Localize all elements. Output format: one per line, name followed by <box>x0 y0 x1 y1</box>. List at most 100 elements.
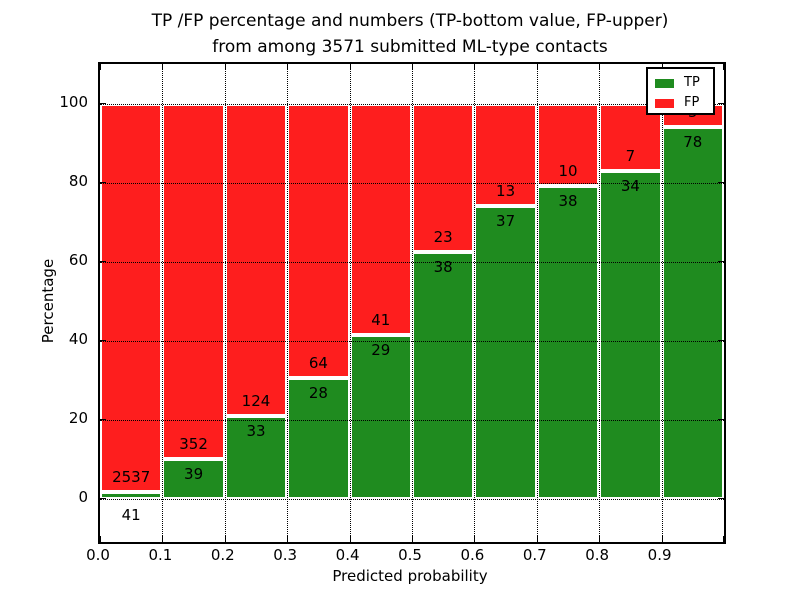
legend-swatch-tp <box>655 78 674 88</box>
tp-count-label: 29 <box>371 340 391 359</box>
fp-count-label: 7 <box>625 146 636 165</box>
x-tick-mark-bottom <box>723 536 724 542</box>
chart-title-line1: TP /FP percentage and numbers (TP-bottom… <box>151 11 669 31</box>
legend-item-fp: FP <box>655 95 700 110</box>
x-gridline <box>412 64 413 542</box>
y-tick-mark-left <box>100 261 106 263</box>
chart-title-line2: from among 3571 submitted ML-type contac… <box>212 37 608 57</box>
y-tick-mark-right <box>718 419 724 421</box>
x-tick-label: 0.4 <box>335 546 360 564</box>
x-tick-mark-top <box>723 64 724 70</box>
x-tick-mark-top <box>412 64 413 70</box>
plot-area: 2537413523912433642841292338133710387345… <box>98 62 726 544</box>
x-tick-label: 0.7 <box>522 546 547 564</box>
x-tick-mark-bottom <box>287 536 289 542</box>
x-tick-mark-bottom <box>661 536 663 542</box>
x-tick-mark-bottom <box>162 536 164 542</box>
bar-tp-segment <box>100 492 163 499</box>
tp-count-label: 38 <box>558 191 578 210</box>
tp-count-label: 41 <box>121 505 141 524</box>
tp-count-label: 39 <box>184 465 204 484</box>
y-tick-mark-right <box>718 103 724 104</box>
x-tick-mark-bottom <box>100 536 101 542</box>
fp-count-label: 64 <box>308 354 328 373</box>
x-axis-label: Predicted probability <box>332 567 488 585</box>
x-tick-label: 0.6 <box>460 546 485 564</box>
y-tick-label: 100 <box>59 92 88 111</box>
y-tick-mark-right <box>718 261 724 263</box>
fp-count-label: 13 <box>496 182 516 201</box>
x-tick-label: 0.9 <box>647 546 672 564</box>
x-gridline <box>661 64 663 542</box>
legend-swatch-fp <box>655 98 674 108</box>
legend: TP FP <box>646 67 715 115</box>
x-tick-mark-bottom <box>349 536 351 542</box>
x-tick-mark-bottom <box>412 536 413 542</box>
fp-count-label: 10 <box>558 161 578 180</box>
tp-count-label: 38 <box>433 258 453 277</box>
bar-fp-segment <box>474 103 537 207</box>
bar-fp-segment <box>287 103 350 379</box>
x-gridline <box>162 64 164 542</box>
x-tick-label: 0.2 <box>210 546 235 564</box>
y-axis-label: Percentage <box>39 258 57 344</box>
bar-tp-segment <box>162 459 225 499</box>
bar-fp-segment <box>412 103 475 253</box>
x-tick-mark-top <box>599 64 601 70</box>
x-tick-mark-bottom <box>474 536 476 542</box>
x-tick-label: 0.1 <box>148 546 173 564</box>
x-tick-mark-bottom <box>599 536 601 542</box>
bar-fp-segment <box>162 103 225 460</box>
fp-count-label: 41 <box>371 310 391 329</box>
tp-count-label: 28 <box>308 384 328 403</box>
tp-count-label: 37 <box>496 212 516 231</box>
y-tick-mark-right <box>718 182 724 183</box>
x-tick-mark-bottom <box>536 536 538 542</box>
fp-count-label: 352 <box>179 435 208 454</box>
x-tick-mark-bottom <box>224 536 226 542</box>
x-tick-mark-top <box>287 64 289 70</box>
bar-tp-segment <box>287 378 350 499</box>
bar-tp-segment <box>599 170 662 499</box>
y-tick-label: 80 <box>68 171 88 190</box>
x-tick-mark-top <box>349 64 351 70</box>
x-gridline <box>599 64 601 542</box>
y-tick-mark-left <box>100 103 106 104</box>
bar-fp-segment <box>100 103 163 493</box>
x-gridline <box>287 64 289 542</box>
bar-tp-segment <box>349 334 412 499</box>
x-gridline <box>474 64 476 542</box>
x-gridline <box>224 64 226 542</box>
y-tick-label: 40 <box>68 329 88 348</box>
bar-fp-segment <box>224 103 288 416</box>
bar-tp-segment <box>474 206 537 499</box>
bar-tp-segment <box>536 185 600 499</box>
bar-tp-segment <box>224 415 288 499</box>
y-tick-mark-left <box>100 419 106 421</box>
bar-tp-segment <box>661 127 724 499</box>
bar-fp-segment <box>349 103 412 335</box>
legend-label-fp: FP <box>684 95 700 110</box>
x-tick-label: 0.0 <box>86 546 110 564</box>
x-tick-mark-top <box>162 64 164 70</box>
fp-count-label: 2537 <box>112 468 151 487</box>
x-tick-label: 0.5 <box>398 546 422 564</box>
bar-tp-segment <box>412 252 475 499</box>
x-tick-label: 0.8 <box>585 546 610 564</box>
legend-item-tp: TP <box>655 76 700 89</box>
y-tick-mark-right <box>718 498 724 500</box>
y-tick-mark-left <box>100 182 106 183</box>
bar-fp-segment <box>536 103 600 186</box>
fp-count-label: 23 <box>433 228 453 247</box>
y-tick-mark-right <box>718 340 724 342</box>
tp-count-label: 33 <box>246 421 266 440</box>
x-tick-mark-top <box>536 64 538 70</box>
y-tick-mark-left <box>100 498 106 500</box>
y-tick-label: 0 <box>78 487 88 506</box>
tp-count-label: 78 <box>683 133 703 152</box>
y-tick-label: 60 <box>68 250 88 269</box>
x-tick-mark-top <box>474 64 476 70</box>
fp-count-label: 124 <box>241 391 271 410</box>
x-gridline <box>536 64 538 542</box>
